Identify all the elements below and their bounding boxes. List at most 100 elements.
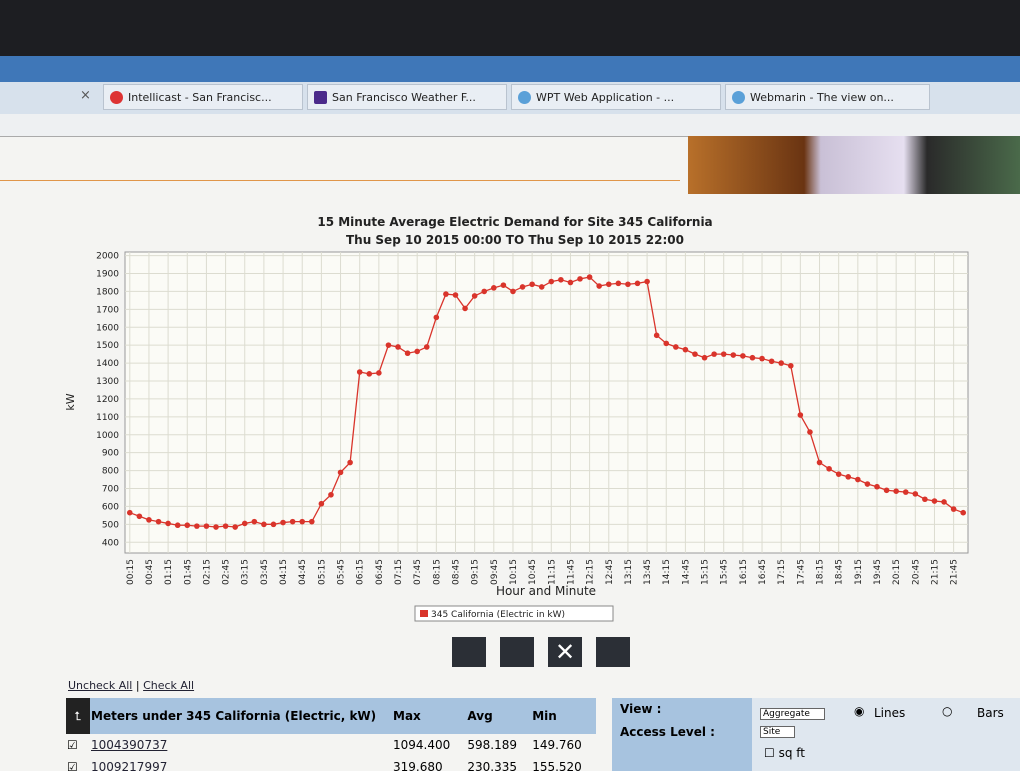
- data-point: [778, 360, 784, 366]
- x-tick-label: 15:15: [701, 559, 711, 585]
- column-header: Max: [392, 698, 466, 734]
- bars-option[interactable]: Bars: [977, 706, 1004, 720]
- data-point: [232, 524, 238, 530]
- chart-button[interactable]: [452, 637, 486, 667]
- print-button[interactable]: [596, 637, 630, 667]
- y-tick-label: 1300: [96, 377, 119, 387]
- header-rule: [0, 180, 680, 181]
- data-point: [817, 460, 823, 466]
- data-point: [731, 352, 737, 358]
- x-tick-label: 04:45: [298, 559, 308, 585]
- legend-label: 345 California (Electric in kW): [431, 610, 565, 620]
- tab[interactable]: Webmarin - The view on...: [725, 84, 930, 110]
- data-point: [204, 523, 210, 529]
- excel-button[interactable]: ✕: [548, 637, 582, 667]
- data-point: [386, 342, 392, 348]
- x-tick-label: 08:15: [432, 559, 442, 585]
- table-button[interactable]: [500, 637, 534, 667]
- data-point: [194, 523, 200, 529]
- data-point: [328, 492, 334, 498]
- meter-link[interactable]: 1009217997: [91, 760, 167, 771]
- data-point: [606, 281, 612, 287]
- x-tick-label: 10:45: [528, 559, 538, 585]
- cell: 598.189: [466, 734, 531, 756]
- access-select[interactable]: Site: [760, 726, 795, 738]
- check-all-link[interactable]: Check All: [143, 679, 194, 692]
- y-tick-label: 1600: [96, 323, 119, 333]
- data-point: [654, 333, 660, 339]
- tab[interactable]: WPT Web Application - ...: [511, 84, 721, 110]
- checkbox[interactable]: ☑: [66, 756, 90, 771]
- sort-icon[interactable]: ⮤: [66, 698, 90, 734]
- plot-area: [125, 252, 968, 553]
- data-point: [165, 521, 171, 527]
- data-point: [558, 277, 564, 283]
- x-tick-label: 03:45: [260, 559, 270, 585]
- data-point: [414, 349, 420, 355]
- data-point: [750, 355, 756, 361]
- data-point: [596, 283, 602, 289]
- data-point: [242, 521, 248, 527]
- view-select[interactable]: Aggregate: [760, 708, 825, 720]
- data-point: [424, 344, 430, 350]
- data-point: [721, 351, 727, 357]
- data-point: [893, 488, 899, 494]
- x-tick-label: 07:15: [394, 559, 404, 585]
- x-tick-label: 00:15: [126, 559, 136, 585]
- data-point: [252, 519, 258, 525]
- data-point: [309, 519, 315, 525]
- check-links: Uncheck All | Check All: [68, 679, 194, 692]
- data-point: [635, 281, 641, 287]
- x-tick-label: 16:45: [758, 559, 768, 585]
- view-panel: View : Access Level : Aggregate ◉ Lines …: [612, 698, 1020, 771]
- data-point: [137, 513, 143, 519]
- row: ☑ 1004390737 1094.400 598.189 149.760: [66, 734, 596, 756]
- data-point: [481, 289, 487, 295]
- row: ☑ 1009217997 319.680 230.335 155.520: [66, 756, 596, 771]
- data-point: [798, 412, 804, 418]
- data-point: [616, 281, 622, 287]
- data-point: [357, 369, 363, 375]
- data-point: [548, 279, 554, 285]
- data-point: [156, 519, 162, 525]
- x-tick-label: 13:15: [624, 559, 634, 585]
- data-point: [299, 519, 305, 525]
- column-header: Min: [531, 698, 596, 734]
- y-tick-label: 1800: [96, 287, 119, 297]
- x-tick-label: 09:15: [471, 559, 481, 585]
- x-tick-label: 21:15: [930, 559, 940, 585]
- tab[interactable]: San Francisco Weather F...: [307, 84, 507, 110]
- y-tick-label: 1200: [96, 395, 119, 405]
- data-point: [625, 281, 631, 287]
- meter-link[interactable]: 1004390737: [91, 738, 167, 752]
- x-tick-label: 19:15: [854, 559, 864, 585]
- x-tick-label: 12:45: [605, 559, 615, 585]
- tab[interactable]: Intellicast - San Francisc...: [103, 84, 303, 110]
- legend: 345 California (Electric in kW): [415, 606, 613, 621]
- data-point: [960, 510, 966, 516]
- uncheck-all-link[interactable]: Uncheck All: [68, 679, 132, 692]
- y-tick-label: 500: [102, 520, 119, 530]
- y-tick-label: 400: [102, 538, 119, 548]
- data-point: [347, 460, 353, 466]
- column-header: Avg: [466, 698, 531, 734]
- y-tick-label: 1900: [96, 270, 119, 280]
- data-point: [376, 370, 382, 376]
- data-point: [673, 344, 679, 350]
- data-point: [491, 285, 497, 291]
- checkbox[interactable]: ☑: [66, 734, 90, 756]
- data-point: [951, 506, 957, 512]
- data-point: [175, 522, 181, 528]
- close-icon[interactable]: ×: [80, 88, 91, 103]
- data-point: [271, 522, 277, 528]
- data-point: [711, 351, 717, 357]
- data-point: [568, 280, 574, 286]
- sq-ft-option[interactable]: sq ft: [779, 746, 805, 760]
- data-point: [884, 487, 890, 493]
- data-point: [577, 276, 583, 282]
- lines-option[interactable]: Lines: [874, 706, 905, 720]
- tab-title: Intellicast - San Francisc...: [128, 91, 272, 104]
- data-point: [836, 471, 842, 477]
- data-point: [501, 282, 507, 288]
- screen: × Intellicast - San Francisc... San Fran…: [0, 0, 1020, 771]
